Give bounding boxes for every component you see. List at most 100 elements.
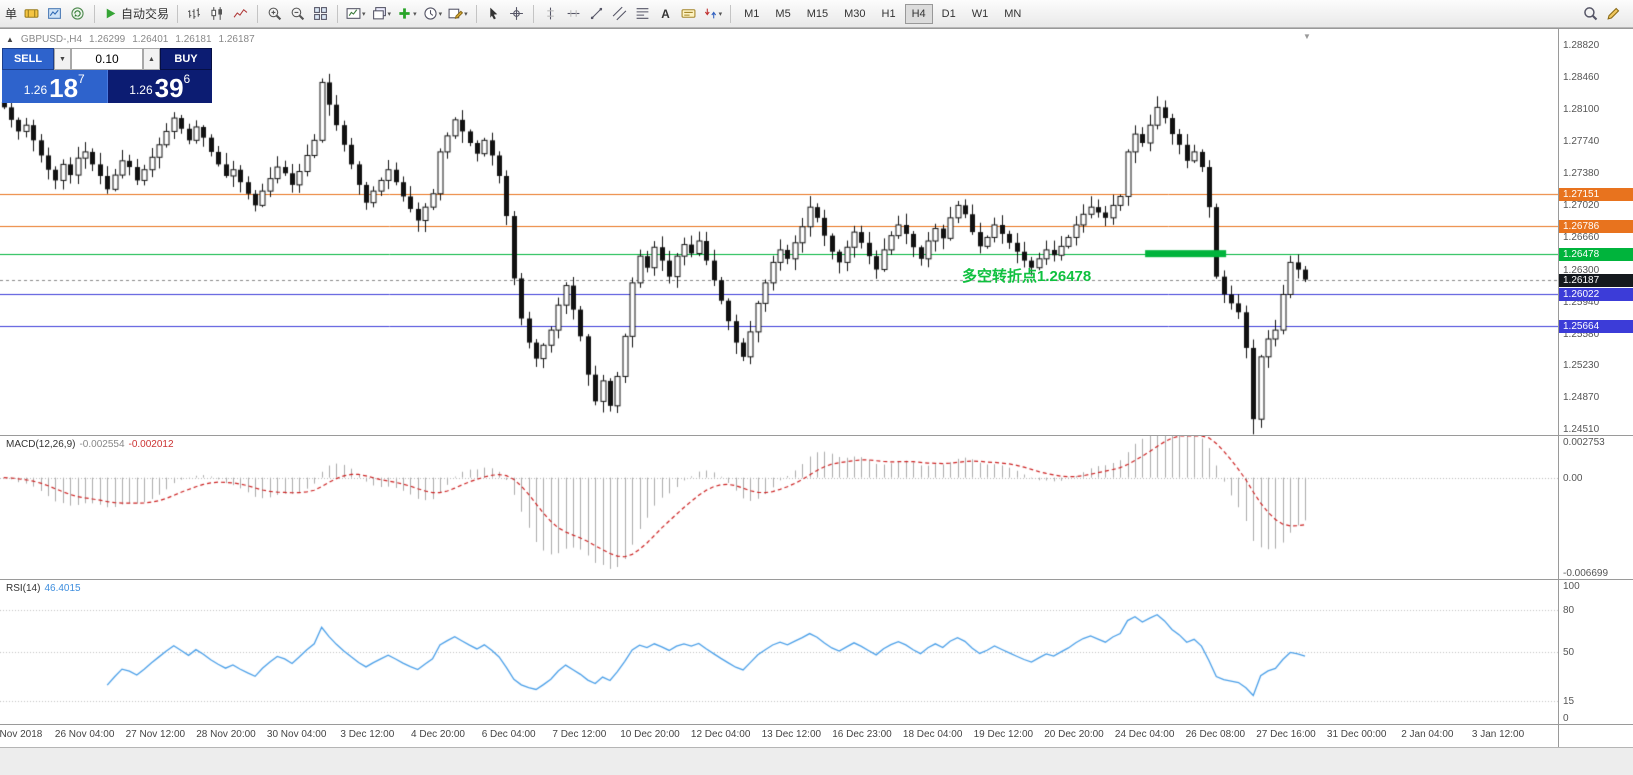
buy-price[interactable]: 1.26 39 6 <box>107 70 212 103</box>
new-order-label[interactable]: 单 <box>5 7 18 21</box>
chart-info: ▲ GBPUSD-,H4 1.26299 1.26401 1.26181 1.2… <box>6 34 255 45</box>
periods-dropdown-caret: ▾ <box>438 10 443 18</box>
macd-rsi-divider[interactable] <box>0 579 1633 580</box>
zoom-out-button[interactable] <box>286 3 309 25</box>
price-tick: 1.27380 <box>1563 168 1600 180</box>
arrows-icon <box>703 6 718 21</box>
line-chart-button[interactable] <box>229 3 252 25</box>
search-icon <box>1583 6 1598 21</box>
horizontal-line-button[interactable] <box>562 3 585 25</box>
timeframe-h1-button[interactable]: H1 <box>875 4 903 24</box>
pivot-annotation-text[interactable]: 多空转折点1.26478 <box>962 268 1092 285</box>
templates-button[interactable]: ▾ <box>445 3 471 25</box>
price-level-tag: 1.26478 <box>1559 247 1633 261</box>
quick-edit-button[interactable] <box>1602 3 1625 25</box>
price-scale-divider[interactable] <box>1558 29 1559 747</box>
price-tick: 1.24510 <box>1563 424 1600 435</box>
tile-icon <box>313 6 328 21</box>
rsi-axis-label: 100 <box>1563 581 1580 592</box>
timeframe-d1-button[interactable]: D1 <box>935 4 963 24</box>
trendline-button[interactable] <box>585 3 608 25</box>
lot-increase-button[interactable]: ▲ <box>143 48 160 70</box>
time-label: 24 Dec 04:00 <box>1114 729 1175 740</box>
rsi-axis-label: 80 <box>1563 605 1575 616</box>
auto-trading-label: 自动交易 <box>121 7 170 21</box>
svg-text:A: A <box>661 8 670 21</box>
ohlc-high: 1.26401 <box>132 34 169 45</box>
candlestick-chart-button[interactable] <box>206 3 229 25</box>
time-axis[interactable]: 22 Nov 2018 26 Nov 04:00 27 Nov 12:00 28 No… <box>0 725 1558 747</box>
arrows-button[interactable]: ▾ <box>700 3 726 25</box>
fibonacci-retracement-button[interactable] <box>631 3 654 25</box>
equidistant-channel-button[interactable] <box>608 3 631 25</box>
time-label: 2 Jan 04:00 <box>1401 729 1454 740</box>
arrows-dropdown-caret: ▾ <box>718 10 723 18</box>
crosshair-icon <box>509 6 524 21</box>
timeframe-w1-button[interactable]: W1 <box>965 4 996 24</box>
time-label: 20 Dec 20:00 <box>1044 729 1104 740</box>
crosshair-button[interactable] <box>505 3 528 25</box>
lot-decrease-button[interactable]: ▼ <box>54 48 71 70</box>
tile-windows-button[interactable] <box>309 3 332 25</box>
rsi-value: 46.4015 <box>44 583 81 594</box>
timeframe-m30-button[interactable]: M30 <box>837 4 872 24</box>
chart-shift-marker[interactable]: ▼ <box>1303 32 1311 41</box>
zoom-in-button[interactable] <box>263 3 286 25</box>
toolbar-separator <box>730 4 732 23</box>
timeframe-m5-button[interactable]: M5 <box>768 4 797 24</box>
timeframe-m15-button[interactable]: M15 <box>800 4 835 24</box>
timeframe-mn-button[interactable]: MN <box>997 4 1028 24</box>
price-tick: 1.25940 <box>1563 296 1600 308</box>
price-tick: 1.27740 <box>1563 136 1600 148</box>
order-icon <box>24 6 39 21</box>
price-macd-divider[interactable] <box>0 435 1633 436</box>
timeframe-h4-button[interactable]: H4 <box>904 3 933 24</box>
chart-list-icon <box>372 6 387 21</box>
macd-canvas[interactable] <box>0 436 1558 579</box>
templates-dropdown-caret: ▾ <box>464 10 468 18</box>
label-icon <box>681 6 696 21</box>
price-tick: 1.25580 <box>1563 328 1600 340</box>
toolbar-separator <box>532 4 534 23</box>
text-button[interactable]: A <box>654 3 677 25</box>
time-label: 27 Nov 12:00 <box>125 729 186 740</box>
bottom-strip <box>0 747 1633 775</box>
chart-profiles-button[interactable] <box>43 3 66 25</box>
buy-button[interactable]: BUY <box>160 48 212 70</box>
buy-price-prefix: 1.26 <box>129 83 153 97</box>
sell-price-prefix: 1.26 <box>23 83 48 97</box>
text-label-button[interactable] <box>677 3 700 25</box>
sell-price[interactable]: 1.26 18 7 <box>2 70 108 103</box>
main-toolbar: 单 自动交易 ▾ ▾ ▾ ▾ ▾ A ▾ M1 M5 M15 M30 H1 H4 D1 W1 MN <box>0 0 1633 28</box>
timeframe-m1-button[interactable]: M1 <box>737 4 766 24</box>
sell-button[interactable]: SELL <box>2 48 54 70</box>
time-label: 13 Dec 12:00 <box>761 729 822 740</box>
refresh-data-button[interactable] <box>66 3 89 25</box>
price-axis[interactable]: 1.28820 1.28460 1.28100 1.27740 1.27380 1.270… <box>1559 29 1633 747</box>
chart-window: ▲ GBPUSD-,H4 1.26299 1.26401 1.26181 1.2… <box>0 28 1633 747</box>
rsi-canvas[interactable] <box>0 580 1558 724</box>
time-label: 18 Dec 04:00 <box>902 729 963 740</box>
cursor-button[interactable] <box>482 3 505 25</box>
rsi-timeaxis-divider[interactable] <box>0 724 1633 725</box>
search-button[interactable] <box>1579 3 1602 25</box>
lot-size-input[interactable] <box>71 48 143 70</box>
candles-icon <box>210 6 225 21</box>
sell-price-sup: 7 <box>78 72 85 86</box>
price-tick: 1.28100 <box>1563 104 1600 116</box>
time-label: 10 Dec 20:00 <box>620 729 680 740</box>
auto-trading-button[interactable]: 自动交易 <box>100 3 172 25</box>
macd-axis-label: 0.00 <box>1563 472 1583 484</box>
time-label: 7 Dec 12:00 <box>552 729 607 740</box>
vertical-line-button[interactable] <box>539 3 562 25</box>
new-chart-button[interactable]: ▾ <box>343 3 369 25</box>
one-click-collapse-icon[interactable]: ▲ <box>6 35 14 44</box>
profiles-icon <box>47 6 62 21</box>
price-tick: 1.26300 <box>1563 264 1600 276</box>
price-chart-canvas[interactable] <box>0 29 1558 435</box>
chart-list-button[interactable]: ▾ <box>369 3 395 25</box>
indicators-button[interactable]: ▾ <box>394 3 420 25</box>
new-order-button[interactable] <box>20 3 43 25</box>
periods-button[interactable]: ▾ <box>420 3 446 25</box>
bar-chart-button[interactable] <box>183 3 206 25</box>
